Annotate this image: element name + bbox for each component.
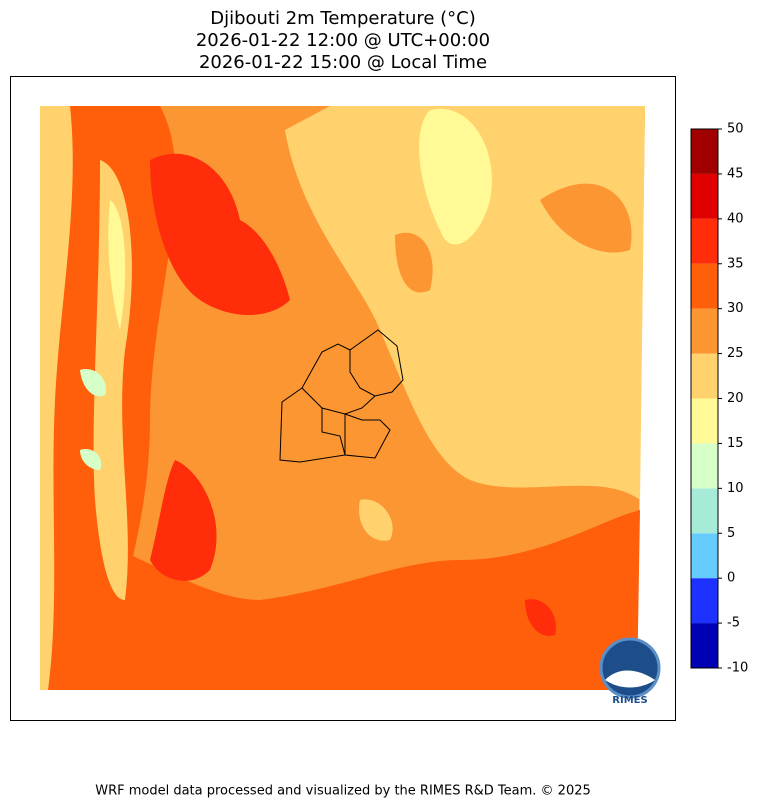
colorbar-tick-label: 10 xyxy=(727,481,744,496)
colorbar-band xyxy=(691,488,718,534)
title-line: 2026-01-22 12:00 @ UTC+00:00 xyxy=(196,30,490,51)
map-frame xyxy=(10,76,676,721)
colorbar-tick-label: 15 xyxy=(727,436,744,451)
footer: WRF model data processed and visualized … xyxy=(95,784,591,799)
colorbar: -10 -5 0 5 10 15 20 25 30 35 40 45 50 xyxy=(690,122,748,676)
colorbar-band xyxy=(691,353,718,399)
colorbar-tick-label: 40 xyxy=(727,211,744,226)
title-line: Djibouti 2m Temperature (°C) xyxy=(210,8,476,29)
title-line: 2026-01-22 15:00 @ Local Time xyxy=(199,52,487,73)
map-field xyxy=(40,106,645,690)
colorbar-tick-label: 35 xyxy=(727,256,744,271)
colorbar-tick-label: 50 xyxy=(727,122,744,137)
country-border xyxy=(279,329,404,463)
colorbar-band xyxy=(691,578,718,624)
colorbar-band xyxy=(691,173,718,219)
colorbar-tick-label: 5 xyxy=(727,526,735,541)
colorbar-tick-label: -5 xyxy=(727,616,740,631)
colorbar-tick-label: -10 xyxy=(727,661,748,676)
colorbar-tick-label: 25 xyxy=(727,346,744,361)
colorbar-band xyxy=(691,129,718,174)
colorbar-tick-label: 30 xyxy=(727,301,744,316)
colorbar-band xyxy=(691,623,718,668)
colorbar-tick-label: 20 xyxy=(727,391,744,406)
colorbar-band xyxy=(691,533,718,579)
colorbar-band xyxy=(691,308,718,354)
colorbar-band xyxy=(691,263,718,309)
colorbar-band xyxy=(691,218,718,264)
colorbar-band xyxy=(691,443,718,489)
logo: RIMES xyxy=(599,637,661,706)
logo-text: RIMES xyxy=(612,695,647,706)
colorbar-band xyxy=(691,398,718,444)
colorbar-tick-label: 0 xyxy=(727,571,735,586)
colorbar-tick-label: 45 xyxy=(727,166,744,181)
